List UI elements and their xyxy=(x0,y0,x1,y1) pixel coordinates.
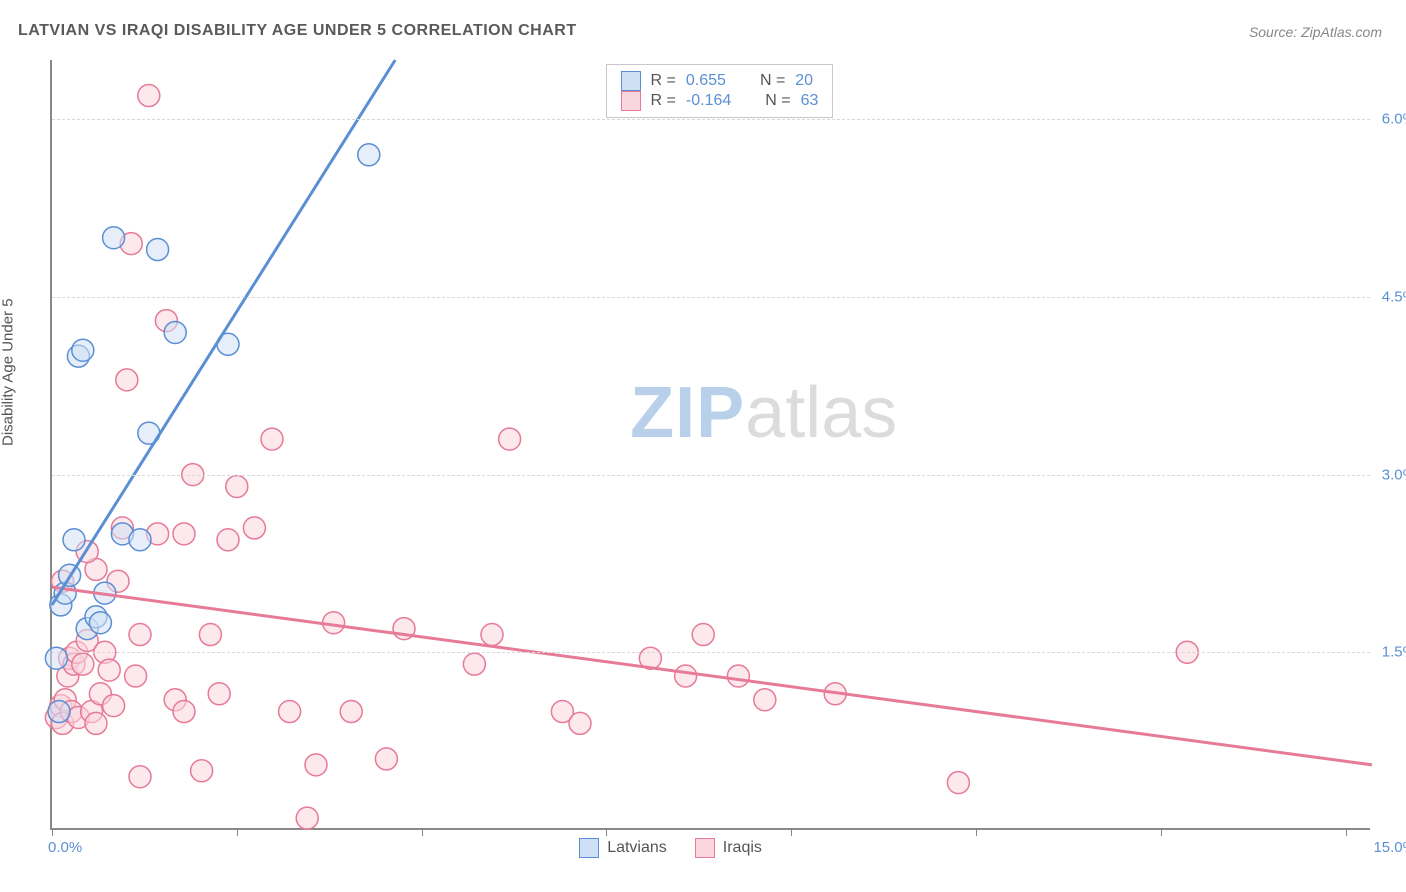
data-point xyxy=(226,475,248,497)
gridline xyxy=(52,652,1370,653)
data-point xyxy=(116,369,138,391)
data-point xyxy=(103,695,125,717)
swatch-blue-icon xyxy=(579,838,599,858)
data-point xyxy=(481,624,503,646)
plot-area: ZIPatlas R = 0.655 N = 20 R = -0.164 N =… xyxy=(50,60,1370,830)
data-point xyxy=(340,701,362,723)
regression-line xyxy=(52,60,395,605)
y-axis-label: Disability Age Under 5 xyxy=(0,298,17,446)
data-point xyxy=(261,428,283,450)
data-point xyxy=(173,701,195,723)
data-point xyxy=(279,701,301,723)
y-tick-label: 3.0% xyxy=(1382,466,1406,483)
data-point xyxy=(191,760,213,782)
chart-container: LATVIAN VS IRAQI DISABILITY AGE UNDER 5 … xyxy=(0,0,1406,892)
x-tick xyxy=(52,828,53,836)
data-point xyxy=(243,517,265,539)
x-tick-label: 0.0% xyxy=(48,839,82,856)
data-point xyxy=(692,624,714,646)
gridline xyxy=(52,119,1370,120)
regression-line xyxy=(52,587,1372,765)
data-point xyxy=(85,712,107,734)
data-point xyxy=(98,659,120,681)
data-point xyxy=(129,766,151,788)
data-point xyxy=(947,772,969,794)
x-tick xyxy=(976,828,977,836)
data-point xyxy=(103,227,125,249)
gridline xyxy=(52,475,1370,476)
x-tick xyxy=(237,828,238,836)
data-point xyxy=(72,653,94,675)
data-point xyxy=(173,523,195,545)
data-point xyxy=(208,683,230,705)
data-point xyxy=(675,665,697,687)
x-tick-label: 15.0% xyxy=(1373,839,1406,856)
data-point xyxy=(754,689,776,711)
data-point xyxy=(358,144,380,166)
x-tick xyxy=(422,828,423,836)
data-point xyxy=(72,339,94,361)
legend-label-iraqis: Iraqis xyxy=(723,839,762,857)
x-tick xyxy=(1346,828,1347,836)
gridline xyxy=(52,297,1370,298)
data-point xyxy=(89,612,111,634)
legend-item-latvians: Latvians xyxy=(579,838,667,858)
data-point xyxy=(727,665,749,687)
data-point xyxy=(217,529,239,551)
legend-item-iraqis: Iraqis xyxy=(695,838,762,858)
x-tick xyxy=(1161,828,1162,836)
data-point xyxy=(463,653,485,675)
swatch-pink-icon xyxy=(695,838,715,858)
series-legend: Latvians Iraqis xyxy=(579,838,762,858)
x-tick xyxy=(791,828,792,836)
data-point xyxy=(125,665,147,687)
y-tick-label: 1.5% xyxy=(1382,644,1406,661)
data-point xyxy=(45,647,67,669)
data-point xyxy=(147,239,169,261)
data-point xyxy=(569,712,591,734)
legend-label-latvians: Latvians xyxy=(607,839,667,857)
scatter-plot-svg xyxy=(52,60,1370,828)
data-point xyxy=(63,529,85,551)
x-tick xyxy=(606,828,607,836)
data-point xyxy=(296,807,318,829)
data-point xyxy=(305,754,327,776)
data-point xyxy=(164,321,186,343)
data-point xyxy=(499,428,521,450)
data-point xyxy=(129,529,151,551)
data-point xyxy=(138,85,160,107)
data-point xyxy=(48,701,70,723)
chart-title: LATVIAN VS IRAQI DISABILITY AGE UNDER 5 … xyxy=(18,22,577,40)
y-tick-label: 4.5% xyxy=(1382,288,1406,305)
data-point xyxy=(199,624,221,646)
data-point xyxy=(375,748,397,770)
source-credit: Source: ZipAtlas.com xyxy=(1249,24,1382,40)
data-point xyxy=(129,624,151,646)
y-tick-label: 6.0% xyxy=(1382,111,1406,128)
